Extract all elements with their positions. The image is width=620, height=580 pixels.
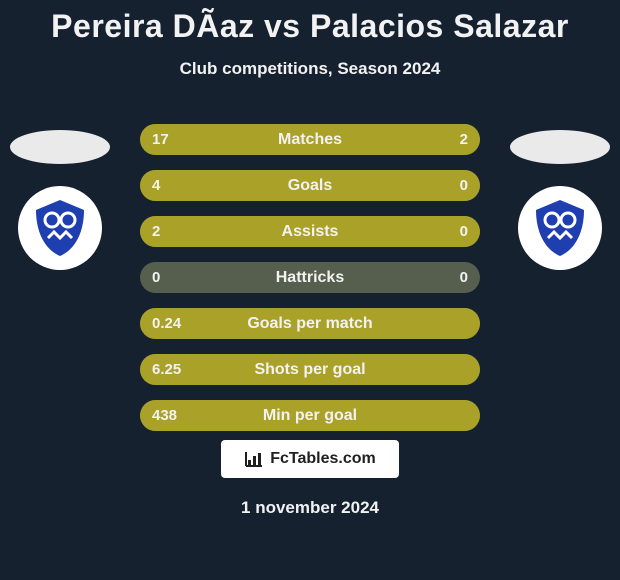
stat-bars-container: Matches172Goals40Assists20Hattricks00Goa…	[140, 124, 480, 431]
bar-value-left: 17	[152, 124, 169, 155]
bar-label: Min per goal	[140, 400, 480, 431]
date-text: 1 november 2024	[0, 498, 620, 518]
branding-badge: FcTables.com	[221, 440, 399, 478]
stat-bar-row: Assists2 0	[140, 216, 480, 247]
bar-value-left: 2	[152, 216, 160, 247]
bar-label: Goals	[140, 170, 480, 201]
player-right-column	[510, 130, 610, 270]
chart-icon	[244, 450, 264, 468]
subtitle: Club competitions, Season 2024	[0, 59, 620, 79]
bar-label: Shots per goal	[140, 354, 480, 385]
player-left-column	[10, 130, 110, 270]
club-shield-icon	[528, 196, 592, 260]
stat-bar-row: Matches17 2	[140, 124, 480, 155]
bar-value-left: 0.24	[152, 308, 181, 339]
bar-value-right: 2	[460, 124, 468, 155]
bar-label: Assists	[140, 216, 480, 247]
club-shield-icon	[28, 196, 92, 260]
bar-value-left: 438	[152, 400, 177, 431]
stat-bar-row: Goals per match0.24	[140, 308, 480, 339]
stat-bar-row: Shots per goal6.25	[140, 354, 480, 385]
branding-text: FcTables.com	[270, 450, 376, 468]
stat-bar-row: Min per goal438	[140, 400, 480, 431]
bar-label: Hattricks	[140, 262, 480, 293]
bar-value-left: 4	[152, 170, 160, 201]
player-left-avatar	[10, 130, 110, 164]
page-title: Pereira DÃaz vs Palacios Salazar	[0, 0, 620, 45]
comparison-card: Pereira DÃaz vs Palacios Salazar Club co…	[0, 0, 620, 580]
stat-bar-row: Hattricks0 0	[140, 262, 480, 293]
bar-value-right: 0	[460, 262, 468, 293]
bar-label: Goals per match	[140, 308, 480, 339]
bar-value-right: 0	[460, 216, 468, 247]
bar-label: Matches	[140, 124, 480, 155]
player-right-avatar	[510, 130, 610, 164]
stat-bar-row: Goals4 0	[140, 170, 480, 201]
bar-value-right: 0	[460, 170, 468, 201]
bar-value-left: 6.25	[152, 354, 181, 385]
player-left-club-badge	[18, 186, 102, 270]
player-right-club-badge	[518, 186, 602, 270]
bar-value-left: 0	[152, 262, 160, 293]
